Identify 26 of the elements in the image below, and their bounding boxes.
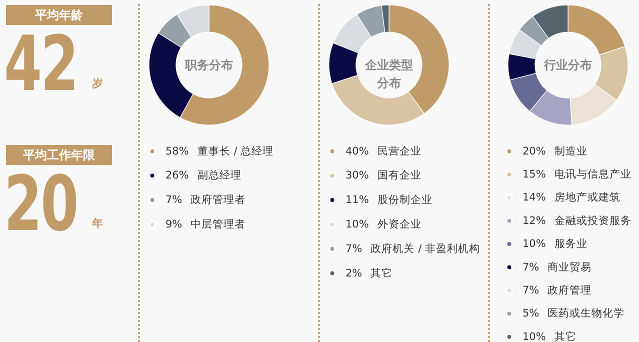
legend-label: 30% 国有企业: [346, 168, 422, 182]
legend-label: 7% 政府管理: [522, 283, 592, 296]
legend-label: 40% 民营企业: [346, 144, 422, 158]
legend-label: 10% 外资企业: [346, 217, 422, 230]
legend-label: 15% 电讯与信息产业: [522, 167, 632, 180]
legend-label: 9% 中层管理者: [166, 217, 246, 230]
legend-label: 7% 商业贸易: [522, 260, 592, 274]
legend-label: 7% 政府机关 / 非盈利机构: [346, 242, 480, 255]
text: 岁: [92, 76, 103, 91]
legend-label: 14% 房地产或建筑: [522, 190, 620, 204]
legend-label: 2% 其它: [346, 266, 393, 280]
legend-label: 58% 董事长 / 总经理: [166, 144, 274, 158]
legend-label: 20% 制造业: [522, 144, 588, 158]
text: 平均工作年限: [6, 145, 112, 165]
text: 企业类型分布: [364, 58, 413, 90]
legend-label: 10% 服务业: [522, 237, 588, 250]
text: 行业分布: [543, 58, 592, 72]
legend-label: 10% 其它: [522, 330, 576, 342]
legend-label: 12% 金融或投资服务: [522, 214, 632, 227]
legend-label: 7% 政府管理者: [166, 193, 246, 206]
legend-label: 11% 股份制企业: [346, 193, 432, 206]
text: 平均年龄: [6, 5, 112, 25]
legend-label: 5% 医药或生物化学: [522, 306, 625, 320]
text: 年: [92, 216, 103, 231]
legend-label: 26% 副总经理: [166, 168, 242, 182]
text: 职务分布: [184, 58, 233, 72]
